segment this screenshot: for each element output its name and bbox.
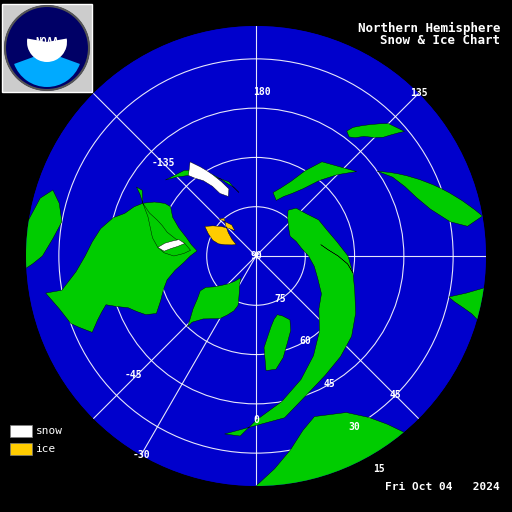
Polygon shape [10, 190, 62, 268]
Text: -30: -30 [132, 450, 150, 460]
Polygon shape [137, 187, 190, 256]
Polygon shape [165, 413, 408, 512]
Polygon shape [0, 420, 90, 470]
Text: 30: 30 [349, 422, 360, 432]
Polygon shape [187, 278, 241, 327]
Text: Northern Hemisphere: Northern Hemisphere [357, 22, 500, 35]
Text: 45: 45 [390, 391, 401, 400]
Text: ice: ice [36, 444, 56, 454]
Circle shape [5, 6, 89, 90]
Bar [2, 4, 92, 92]
Polygon shape [449, 282, 512, 332]
Text: -135: -135 [152, 158, 175, 168]
Text: 60: 60 [300, 336, 311, 346]
Polygon shape [264, 315, 291, 371]
Bar [10, 443, 32, 455]
Polygon shape [273, 162, 357, 200]
Polygon shape [158, 240, 185, 251]
Polygon shape [347, 123, 404, 138]
Text: NOAA: NOAA [35, 37, 59, 47]
Polygon shape [165, 170, 239, 193]
Polygon shape [225, 208, 356, 436]
Text: snow: snow [36, 426, 63, 436]
Polygon shape [205, 218, 236, 245]
Text: Snow & Ice Chart: Snow & Ice Chart [380, 34, 500, 47]
Polygon shape [188, 162, 229, 197]
Polygon shape [321, 245, 353, 273]
Bar [10, 425, 32, 437]
Text: 0: 0 [253, 415, 259, 425]
Text: 15: 15 [373, 464, 385, 475]
Text: Fri Oct 04   2024: Fri Oct 04 2024 [385, 482, 500, 492]
Polygon shape [377, 171, 482, 226]
Wedge shape [27, 38, 67, 62]
Text: 135: 135 [410, 89, 428, 98]
Circle shape [26, 26, 486, 486]
Text: 45: 45 [324, 379, 336, 389]
Text: -45: -45 [124, 370, 142, 380]
Text: 75: 75 [275, 294, 287, 304]
Text: 180: 180 [253, 87, 270, 97]
Polygon shape [46, 202, 197, 332]
Wedge shape [14, 52, 80, 87]
Text: 90: 90 [250, 251, 262, 261]
